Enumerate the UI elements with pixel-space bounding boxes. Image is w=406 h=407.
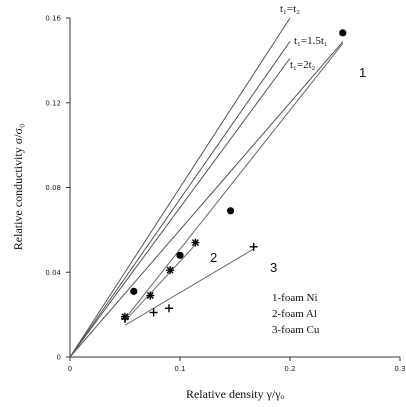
fit-line-series-2 bbox=[124, 244, 196, 322]
x-tick-label: 0.3 bbox=[394, 365, 405, 373]
data-point-ni bbox=[227, 207, 235, 215]
theory-line bbox=[69, 57, 291, 358]
fit-line-series-1 bbox=[124, 43, 344, 320]
theory-label-t1-t2: t₁=t₂ bbox=[280, 3, 300, 15]
series-label-1: 1 bbox=[359, 65, 366, 80]
y-tick-label: 0.04 bbox=[45, 269, 61, 277]
theory-label-t1-1p5t1: t₁=1.5t₁ bbox=[294, 35, 328, 47]
theory-line bbox=[69, 17, 291, 358]
data-point-cu bbox=[165, 304, 173, 313]
data-point-cu bbox=[149, 308, 158, 317]
x-axis-title: Relative density γ/γₒ bbox=[186, 387, 285, 401]
legend-entry-ni: 1-foam Ni bbox=[272, 292, 318, 304]
theory-line bbox=[69, 41, 291, 358]
data-point-ni bbox=[339, 29, 347, 37]
data-point-al bbox=[166, 266, 175, 275]
ticks: 0 0.1 0.2 0.3 0 0.04 0.08 0.12 0.16 bbox=[45, 15, 405, 374]
y-axis-title: Relative conductivity σ/σ₀ bbox=[11, 124, 25, 250]
x-tick-label: 0.2 bbox=[284, 365, 295, 373]
data-point-al bbox=[146, 291, 155, 300]
fit-lines bbox=[124, 43, 344, 326]
data-point-ni bbox=[176, 251, 184, 259]
data-point-al bbox=[191, 238, 200, 247]
y-tick-label: 0.16 bbox=[45, 15, 61, 23]
y-tick-label: 0.08 bbox=[45, 184, 61, 192]
theory-label-t1-2t2: t₁=2t₂ bbox=[290, 59, 316, 71]
legend-entry-cu: 3-foam Cu bbox=[272, 324, 320, 336]
theory-lines bbox=[69, 17, 344, 358]
legend-entry-al: 2-foam Al bbox=[272, 308, 317, 320]
fit-line-series-3 bbox=[124, 248, 254, 326]
y-tick-label: 0.12 bbox=[45, 99, 61, 107]
plot-area bbox=[69, 18, 400, 358]
x-tick-label: 0 bbox=[68, 365, 72, 373]
data-point-cu bbox=[121, 314, 129, 323]
x-tick-label: 0.1 bbox=[174, 365, 185, 373]
theory-line bbox=[69, 41, 344, 358]
y-tick-label: 0 bbox=[57, 354, 61, 362]
series-label-2: 2 bbox=[210, 250, 217, 265]
data-point-ni bbox=[130, 287, 138, 295]
series-label-3: 3 bbox=[270, 260, 277, 275]
data-point-cu bbox=[249, 242, 258, 251]
markers bbox=[121, 29, 347, 323]
